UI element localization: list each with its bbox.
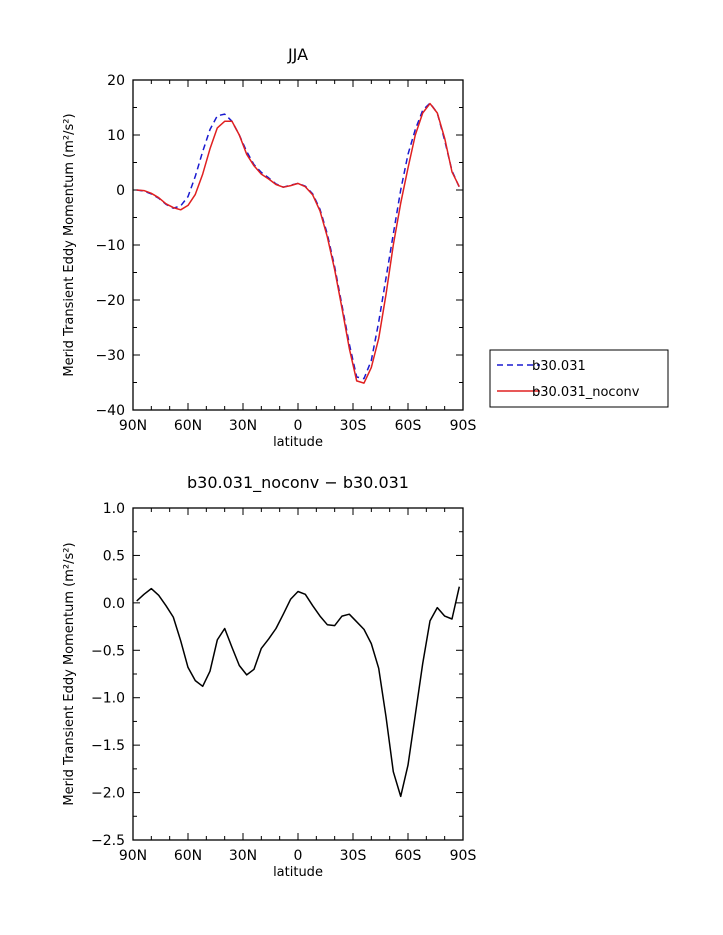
chart-title: b30.031_noconv − b30.031 (187, 473, 409, 493)
y-tick-label: 0.0 (103, 596, 125, 612)
x-tick-label: 60N (174, 848, 202, 864)
x-tick-label: 60S (395, 848, 422, 864)
y-tick-label: −2.0 (91, 786, 125, 802)
y-tick-label: −40 (95, 403, 125, 419)
y-tick-label: −30 (95, 348, 125, 364)
legend-label-1: b30.031 (532, 359, 586, 374)
x-tick-label: 30S (340, 848, 367, 864)
x-tick-label: 0 (294, 848, 303, 864)
y-tick-label: −0.5 (91, 643, 125, 659)
x-axis-title: latitude (273, 435, 323, 450)
y-tick-label: −10 (95, 238, 125, 254)
x-tick-label: 90S (450, 418, 477, 434)
chart-title: JJA (287, 45, 308, 64)
chart-panel-2: b30.031_noconv − b30.031 90N 60N 30N 0 30S 60S… (62, 473, 476, 880)
y-tick-label: 20 (107, 73, 125, 89)
x-tick-label: 90N (119, 418, 147, 434)
legend: b30.031 b30.031_noconv (489, 349, 669, 408)
legend-label-2: b30.031_noconv (532, 385, 640, 400)
x-tick-label: 90N (119, 848, 147, 864)
y-axis-title: Merid Transient Eddy Momentum (m²/s²) (62, 113, 77, 376)
x-tick-label: 30N (229, 848, 257, 864)
x-axis-title: latitude (273, 865, 323, 880)
x-tick-label: 60N (174, 418, 202, 434)
y-axis-title: Merid Transient Eddy Momentum (m²/s²) (62, 542, 77, 805)
x-tick-label: 30S (340, 418, 367, 434)
series-line-1 (136, 586, 461, 798)
x-tick-label: 90S (450, 848, 477, 864)
y-tick-label: −20 (95, 293, 125, 309)
x-tick-label: 30N (229, 418, 257, 434)
x-tick-label: 0 (294, 418, 303, 434)
y-tick-label: 1.0 (103, 501, 125, 517)
y-tick-label: −1.5 (91, 738, 125, 754)
legend-box (489, 349, 669, 408)
y-tick-label: 10 (107, 128, 125, 144)
x-tick-label: 60S (395, 418, 422, 434)
chart-panel-1: JJA 90N 60N 30N 0 30S 60S 90S −40 −30 −20 −10 0 10 20 l… (62, 45, 669, 450)
y-tick-label: 0.5 (103, 548, 125, 564)
series-line-2 (136, 102, 460, 384)
y-tick-label: 0 (116, 183, 125, 199)
y-tick-label: −1.0 (91, 691, 125, 707)
y-tick-label: −2.5 (91, 833, 125, 849)
